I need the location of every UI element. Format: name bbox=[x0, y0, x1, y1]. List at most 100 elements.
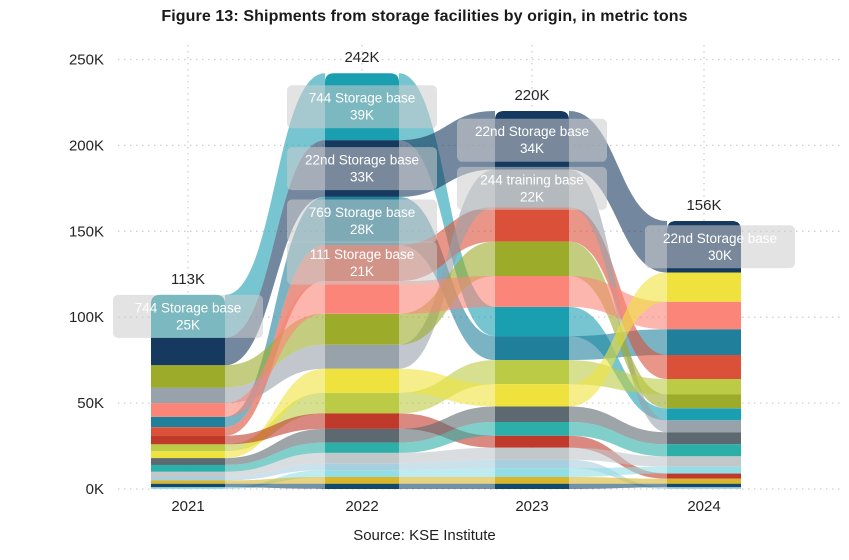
segment-2023-series-navy-2[interactable] bbox=[495, 483, 569, 489]
segment-2023-series-yellow-green[interactable] bbox=[495, 360, 569, 385]
segment-2023-series-yellow[interactable] bbox=[495, 384, 569, 407]
ribbon-series-light-blue-2022-to-2023[interactable] bbox=[399, 459, 495, 471]
ribbon-series-gold-2022-to-2023[interactable] bbox=[399, 477, 495, 484]
segment-2022-series-navy-2[interactable] bbox=[325, 483, 399, 489]
segment-2023-series-light-gray[interactable] bbox=[495, 447, 569, 460]
ribbon-series-gold-2023-to-2024[interactable] bbox=[569, 477, 667, 484]
segment-label-box-2022-744 Storage base bbox=[287, 85, 437, 129]
segment-2021-series-dark-gray[interactable] bbox=[151, 458, 225, 465]
segment-2021-series-salmon[interactable] bbox=[151, 403, 225, 417]
segment-2024-series-dark-red[interactable] bbox=[667, 473, 741, 479]
segment-2021-series-olive[interactable] bbox=[151, 365, 225, 388]
segment-2024-series-light-blue[interactable] bbox=[667, 487, 741, 489]
segment-2023-111 Storage base[interactable] bbox=[495, 207, 569, 242]
segment-label-value-2021-744 Storage base: 25K bbox=[176, 317, 200, 332]
segment-2021-series-teal-green[interactable] bbox=[151, 464, 225, 472]
segment-2021-series-light-gray[interactable] bbox=[151, 471, 225, 477]
segment-2023-series-olive[interactable] bbox=[495, 241, 569, 276]
ribbon-series-yellow-2023-to-2024[interactable] bbox=[569, 272, 667, 407]
segment-2022-series-salmon[interactable] bbox=[325, 281, 399, 314]
ribbon-series-light-gray-2021-to-2022[interactable] bbox=[225, 452, 325, 477]
segment-2024-series-navy-2[interactable] bbox=[667, 483, 741, 488]
segment-2021-series-yellow[interactable] bbox=[151, 451, 225, 459]
segment-2021-244 training base[interactable] bbox=[151, 387, 225, 404]
segment-2023-series-light-blue[interactable] bbox=[495, 459, 569, 469]
segment-label-name-2022-744 Storage base: 744 Storage base bbox=[309, 91, 416, 106]
segment-2021-series-gold[interactable] bbox=[151, 480, 225, 484]
ribbon-744 Storage base-2023-to-2024[interactable] bbox=[569, 306, 667, 421]
ribbon-series-dark-gray-2023-to-2024[interactable] bbox=[569, 406, 667, 445]
segment-2024-series-light-gray[interactable] bbox=[667, 456, 741, 467]
segment-2022-244 training base[interactable] bbox=[325, 344, 399, 369]
segment-2023-744 Storage base[interactable] bbox=[495, 306, 569, 337]
segment-2022-series-teal-green[interactable] bbox=[325, 442, 399, 453]
segment-2021-769 Storage base[interactable] bbox=[151, 416, 225, 428]
segment-2024-744 Storage base[interactable] bbox=[667, 408, 741, 421]
segment-2024-111 Storage base[interactable] bbox=[667, 355, 741, 380]
segment-2022-series-dark-gray[interactable] bbox=[325, 428, 399, 443]
ribbon-series-salmon-2023-to-2024[interactable] bbox=[569, 276, 667, 330]
segment-2023-series-pale-cyan[interactable] bbox=[495, 468, 569, 477]
segment-2023-series-dark-red[interactable] bbox=[495, 435, 569, 448]
segment-2024-series-dark-gray[interactable] bbox=[667, 432, 741, 445]
ribbon-744 Storage base-2021-to-2022[interactable] bbox=[225, 73, 325, 338]
segment-2023-series-dark-gray[interactable] bbox=[495, 406, 569, 423]
ribbon-244 training base-2022-to-2023[interactable] bbox=[399, 169, 495, 369]
segment-2022-series-light-gray[interactable] bbox=[325, 452, 399, 464]
segment-2021-22nd Storage base[interactable] bbox=[151, 337, 225, 366]
segment-2022-series-gold[interactable] bbox=[325, 477, 399, 484]
segment-2021-series-navy-2[interactable] bbox=[151, 483, 225, 488]
segment-2024-series-pale-cyan[interactable] bbox=[667, 466, 741, 474]
ribbon-series-navy-2-2021-to-2022[interactable] bbox=[225, 483, 325, 489]
ribbon-series-pale-cyan-2022-to-2023[interactable] bbox=[399, 468, 495, 477]
segment-2022-series-yellow-green[interactable] bbox=[325, 392, 399, 414]
y-tick-label-100K: 100K bbox=[69, 309, 104, 326]
segment-2022-series-olive[interactable] bbox=[325, 313, 399, 345]
segment-label-name-2022-111 Storage base: 111 Storage base bbox=[310, 247, 415, 262]
segment-2023-series-salmon[interactable] bbox=[495, 276, 569, 307]
segment-label-value-2022-111 Storage base: 21K bbox=[350, 264, 374, 279]
segment-2024-series-salmon[interactable] bbox=[667, 301, 741, 330]
ribbon-244 training base-2021-to-2022[interactable] bbox=[225, 344, 325, 404]
segment-2024-244 training base[interactable] bbox=[667, 420, 741, 433]
ribbon-series-salmon-2022-to-2023[interactable] bbox=[399, 276, 495, 314]
segment-2022-series-dark-red[interactable] bbox=[325, 413, 399, 429]
ribbon-series-yellow-2022-to-2023[interactable] bbox=[399, 368, 495, 407]
ribbon-22nd Storage base-2021-to-2022[interactable] bbox=[225, 140, 325, 366]
ribbon-series-light-gray-2022-to-2023[interactable] bbox=[399, 447, 495, 464]
segment-2021-series-pale-cyan[interactable] bbox=[151, 487, 225, 489]
ribbon-series-dark-red-2021-to-2022[interactable] bbox=[225, 413, 325, 445]
segment-2024-series-gold[interactable] bbox=[667, 478, 741, 484]
segment-2024-769 Storage base[interactable] bbox=[667, 329, 741, 355]
segment-2021-series-light-blue[interactable] bbox=[151, 477, 225, 481]
ribbon-series-dark-gray-2021-to-2022[interactable] bbox=[225, 428, 325, 465]
ribbon-series-gold-2021-to-2022[interactable] bbox=[225, 477, 325, 484]
ribbon-series-light-blue-2021-to-2022[interactable] bbox=[225, 463, 325, 481]
segment-2024-series-teal-green[interactable] bbox=[667, 444, 741, 457]
ribbon-series-teal-green-2022-to-2023[interactable] bbox=[399, 422, 495, 453]
ribbon-series-pale-cyan-2023-to-2024[interactable] bbox=[569, 466, 667, 477]
segment-2021-111 Storage base[interactable] bbox=[151, 427, 225, 436]
ribbon-series-yellow-2021-to-2022[interactable] bbox=[225, 368, 325, 459]
ribbon-series-navy-2-2023-to-2024[interactable] bbox=[569, 483, 667, 489]
segment-2021-series-yellow-green[interactable] bbox=[151, 444, 225, 452]
segment-2024-series-olive[interactable] bbox=[667, 394, 741, 409]
ribbon-series-teal-green-2021-to-2022[interactable] bbox=[225, 442, 325, 472]
segment-2024-series-yellow-green[interactable] bbox=[667, 379, 741, 395]
segment-2022-series-light-blue[interactable] bbox=[325, 463, 399, 471]
segment-2024-series-yellow[interactable] bbox=[667, 272, 741, 302]
segment-2023-series-teal-green[interactable] bbox=[495, 422, 569, 436]
total-label-2024: 156K bbox=[686, 197, 721, 214]
segment-2023-series-gold[interactable] bbox=[495, 477, 569, 484]
ribbon-series-teal-green-2023-to-2024[interactable] bbox=[569, 422, 667, 457]
segment-2022-series-pale-cyan[interactable] bbox=[325, 470, 399, 477]
ribbon-series-dark-gray-2022-to-2023[interactable] bbox=[399, 406, 495, 443]
segment-2022-series-yellow[interactable] bbox=[325, 368, 399, 393]
ribbon-series-light-gray-2023-to-2024[interactable] bbox=[569, 447, 667, 467]
ribbon-series-yellow-green-2023-to-2024[interactable] bbox=[569, 360, 667, 395]
x-axis-label-2022: 2022 bbox=[345, 498, 378, 515]
segment-2021-series-dark-red[interactable] bbox=[151, 435, 225, 445]
ribbon-series-navy-2-2022-to-2023[interactable] bbox=[399, 483, 495, 489]
segment-2023-769 Storage base[interactable] bbox=[495, 336, 569, 361]
ribbon-series-salmon-2021-to-2022[interactable] bbox=[225, 281, 325, 417]
